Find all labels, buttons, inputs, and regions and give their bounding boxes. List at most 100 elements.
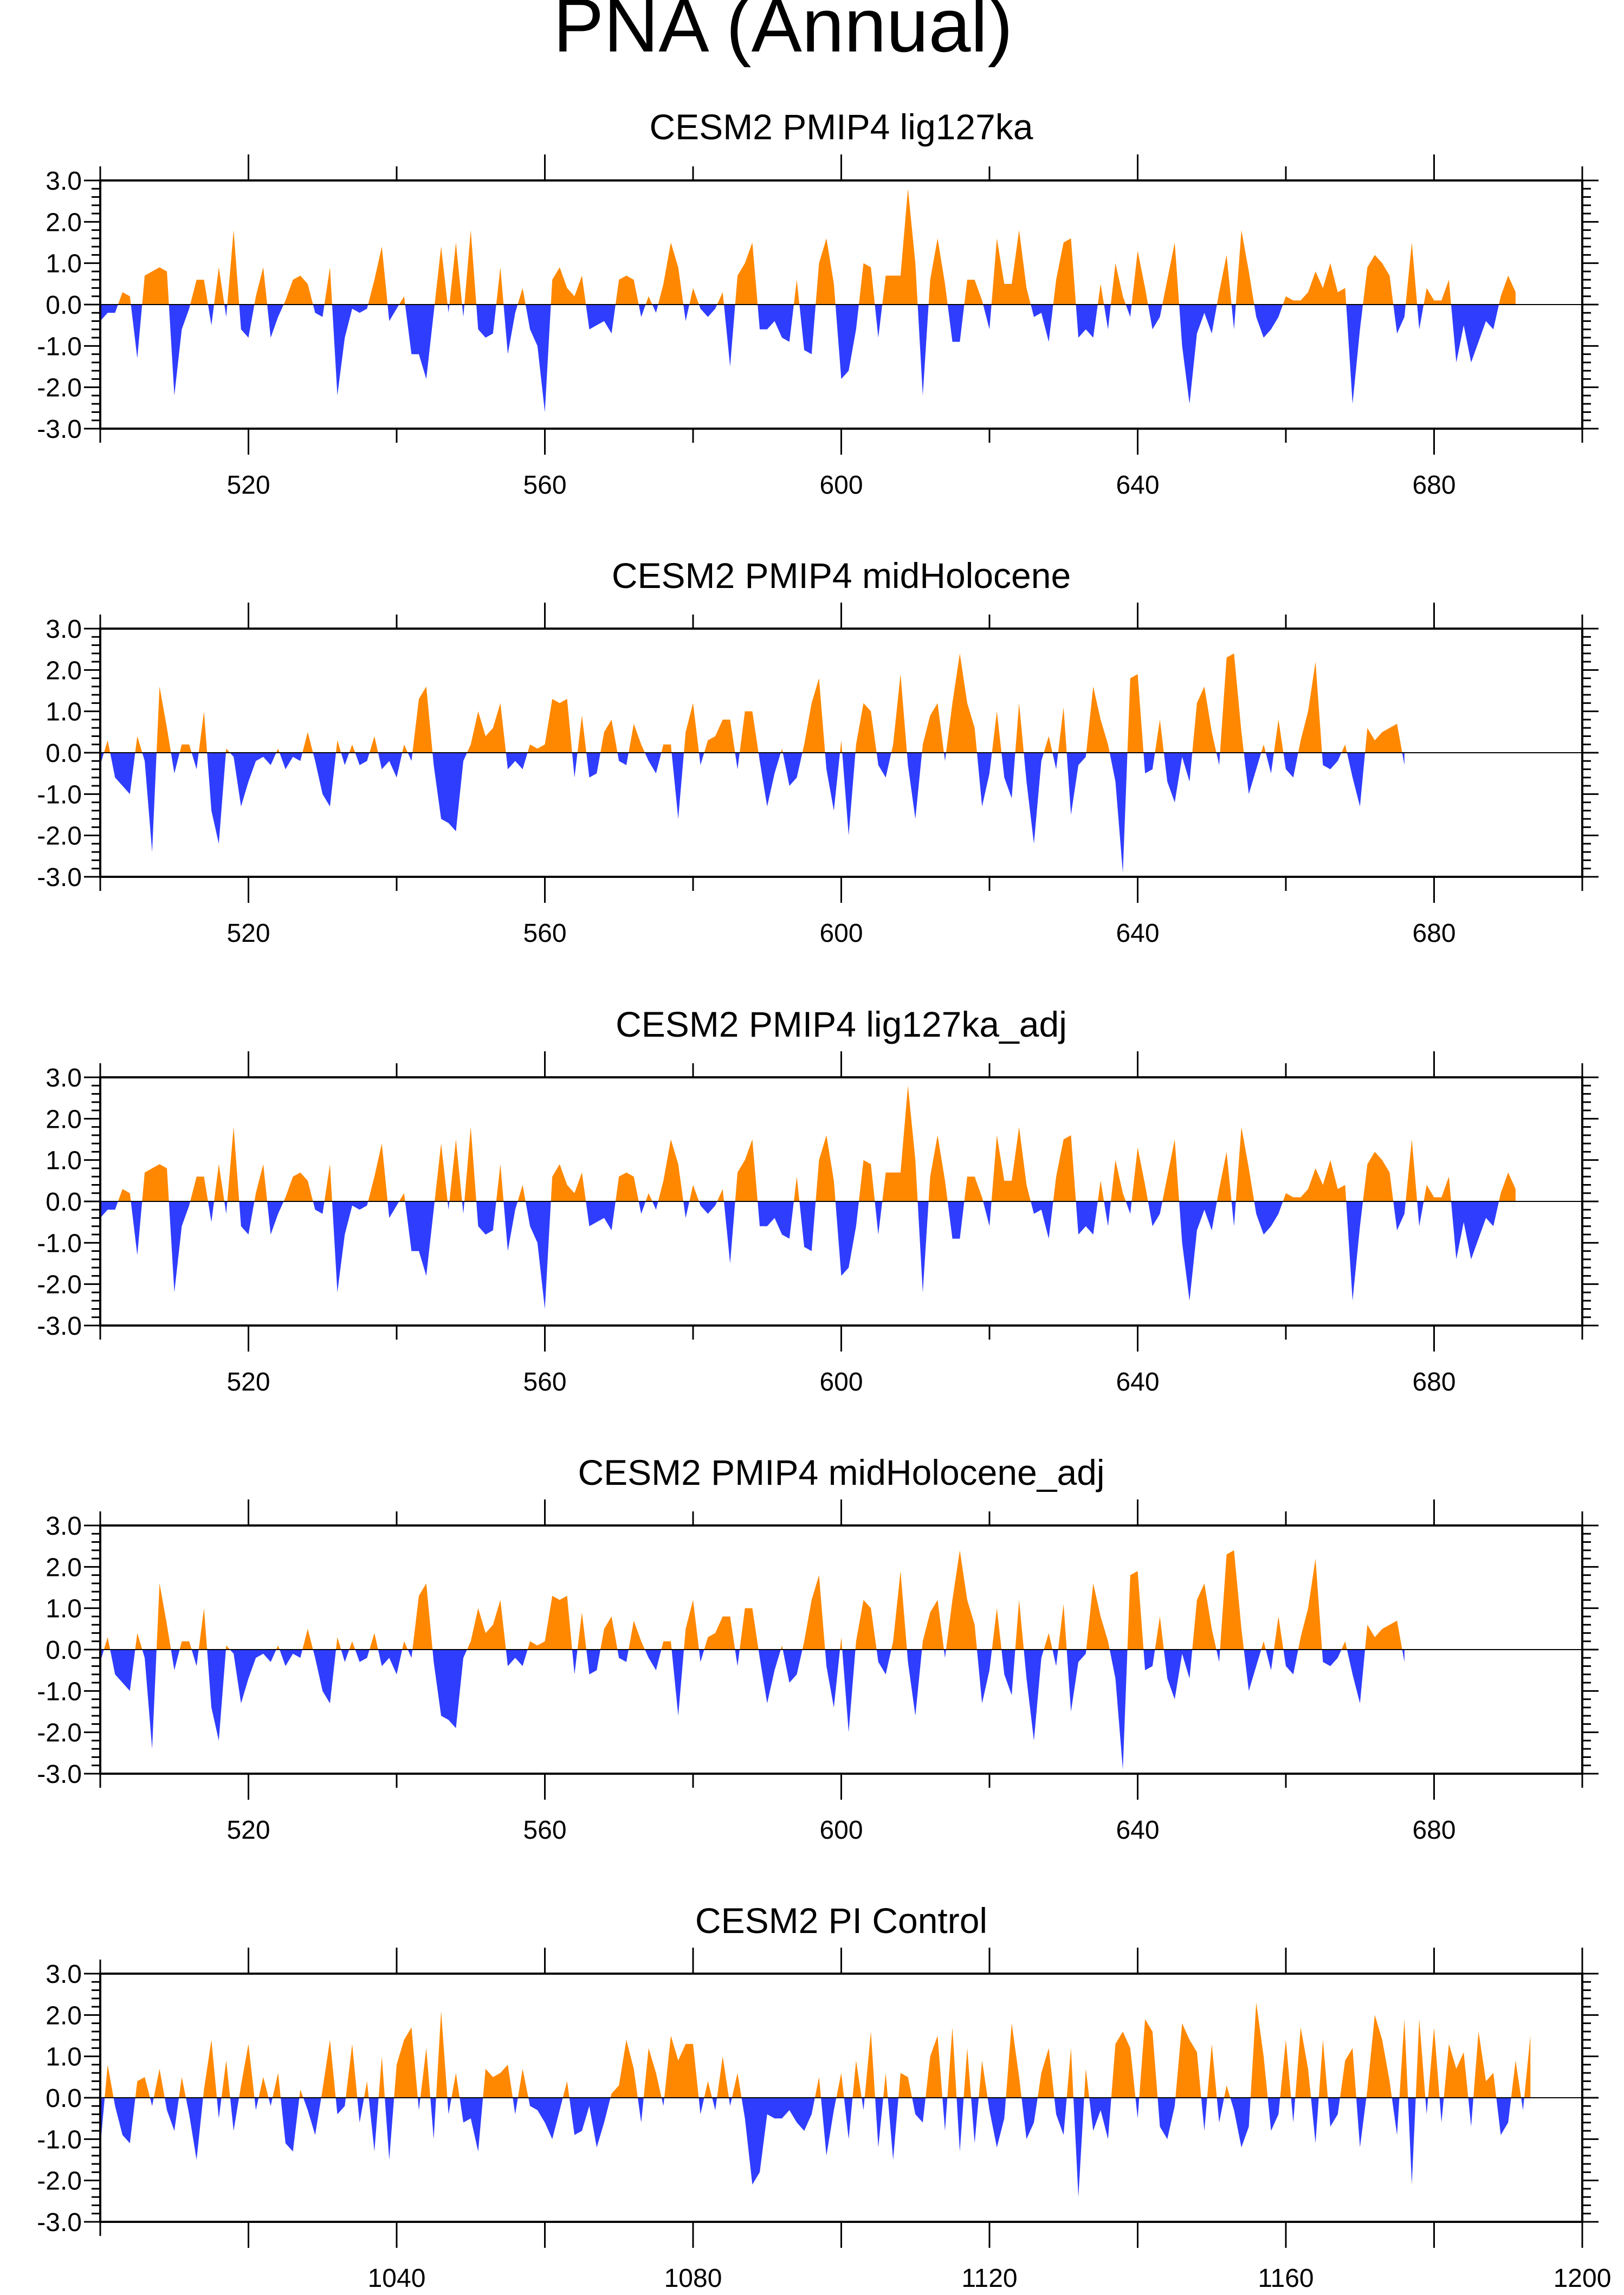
negative-area <box>645 753 662 774</box>
negative-area <box>279 1650 303 1666</box>
x-tick-label: 680 <box>1412 471 1455 500</box>
negative-area <box>729 2098 732 2106</box>
positive-area <box>1058 1604 1067 1650</box>
positive-area <box>562 2081 570 2098</box>
positive-area <box>299 2089 303 2098</box>
positive-area <box>1127 674 1144 753</box>
negative-area <box>506 753 528 770</box>
y-tick-label: -2.0 <box>37 1271 82 1300</box>
positive-area <box>1044 736 1053 753</box>
x-tick-label: 560 <box>523 471 566 500</box>
negative-area <box>528 2098 563 2139</box>
negative-area <box>799 305 816 354</box>
x-tick-label: 1040 <box>368 2264 426 2293</box>
negative-area <box>313 305 325 317</box>
negative-area <box>758 1650 781 1704</box>
y-tick-label: 3.0 <box>46 615 82 644</box>
negative-area <box>661 2098 664 2106</box>
negative-area <box>448 305 450 313</box>
x-tick-label: 520 <box>227 1368 270 1397</box>
negative-area <box>987 2098 1006 2148</box>
negative-area <box>355 1650 370 1662</box>
negative-area <box>1496 2098 1511 2135</box>
x-tick-label: 640 <box>1116 471 1159 500</box>
y-tick-label: -3.0 <box>37 863 82 892</box>
negative-area <box>1066 753 1086 815</box>
negative-area <box>942 2098 948 2131</box>
positive-area <box>1365 723 1402 753</box>
y-tick-label: -3.0 <box>37 1312 82 1341</box>
positive-area <box>1207 2044 1217 2098</box>
x-tick-label: 600 <box>819 1816 863 1845</box>
positive-area <box>739 711 759 753</box>
negative-area <box>171 753 180 774</box>
positive-area <box>135 1633 143 1650</box>
negative-area <box>164 2098 179 2131</box>
negative-area <box>503 305 518 354</box>
positive-area <box>577 715 587 753</box>
positive-area <box>336 1637 341 1650</box>
negative-area <box>1402 753 1405 765</box>
y-tick-label: 3.0 <box>46 1512 82 1541</box>
y-tick-label: 3.0 <box>46 1960 82 1989</box>
positive-area <box>1298 1559 1322 1650</box>
negative-area <box>131 1201 143 1256</box>
positive-area <box>464 230 477 305</box>
positive-area <box>964 1176 984 1201</box>
positive-area <box>1155 719 1164 753</box>
positive-area <box>1131 1147 1148 1201</box>
negative-area <box>332 305 368 396</box>
negative-area <box>671 1650 684 1716</box>
negative-area <box>1076 305 1098 338</box>
negative-area <box>971 2098 979 2143</box>
positive-area <box>1250 2002 1268 2098</box>
positive-area <box>610 2040 638 2098</box>
positive-area <box>858 263 875 305</box>
positive-area <box>449 1139 462 1201</box>
positive-area <box>1110 1160 1126 1201</box>
negative-area <box>150 2098 154 2106</box>
positive-area <box>436 2010 448 2098</box>
positive-area <box>840 1637 843 1650</box>
positive-area <box>735 242 758 305</box>
positive-area <box>1406 242 1418 305</box>
positive-area <box>1162 242 1180 305</box>
positive-area <box>179 2077 186 2098</box>
negative-area <box>617 753 629 765</box>
positive-area <box>368 1143 388 1201</box>
positive-area <box>717 1189 724 1201</box>
negative-area <box>876 753 891 778</box>
positive-area <box>364 2081 369 2098</box>
positive-area <box>198 1608 208 1650</box>
negative-area <box>1393 305 1406 334</box>
positive-area <box>704 1616 735 1650</box>
negative-area <box>1230 2098 1251 2148</box>
positive-area <box>467 1600 506 1650</box>
negative-area <box>341 753 350 765</box>
negative-area <box>645 1650 662 1671</box>
x-tick-label: 600 <box>819 471 863 500</box>
negative-area <box>1417 1201 1424 1226</box>
positive-area <box>156 1583 171 1650</box>
y-tick-label: 2.0 <box>46 656 82 685</box>
negative-area <box>1076 1201 1098 1235</box>
negative-area <box>572 753 578 778</box>
negative-area <box>875 2098 883 2148</box>
negative-area <box>1347 1650 1366 1704</box>
positive-area <box>420 2048 431 2098</box>
positive-area <box>254 1164 268 1201</box>
negative-area <box>875 1201 883 1235</box>
negative-area <box>525 305 551 412</box>
negative-area <box>1267 2098 1280 2131</box>
positive-area <box>156 686 171 753</box>
positive-area <box>1424 1176 1451 1201</box>
negative-area <box>888 2098 898 2160</box>
negative-area <box>1179 1201 1217 1301</box>
negative-area <box>1311 2098 1319 2143</box>
positive-area <box>258 2077 269 2098</box>
positive-area <box>577 1612 587 1650</box>
positive-area <box>717 2056 729 2098</box>
negative-area <box>303 2098 321 2135</box>
x-tick-label: 560 <box>523 1816 566 1845</box>
